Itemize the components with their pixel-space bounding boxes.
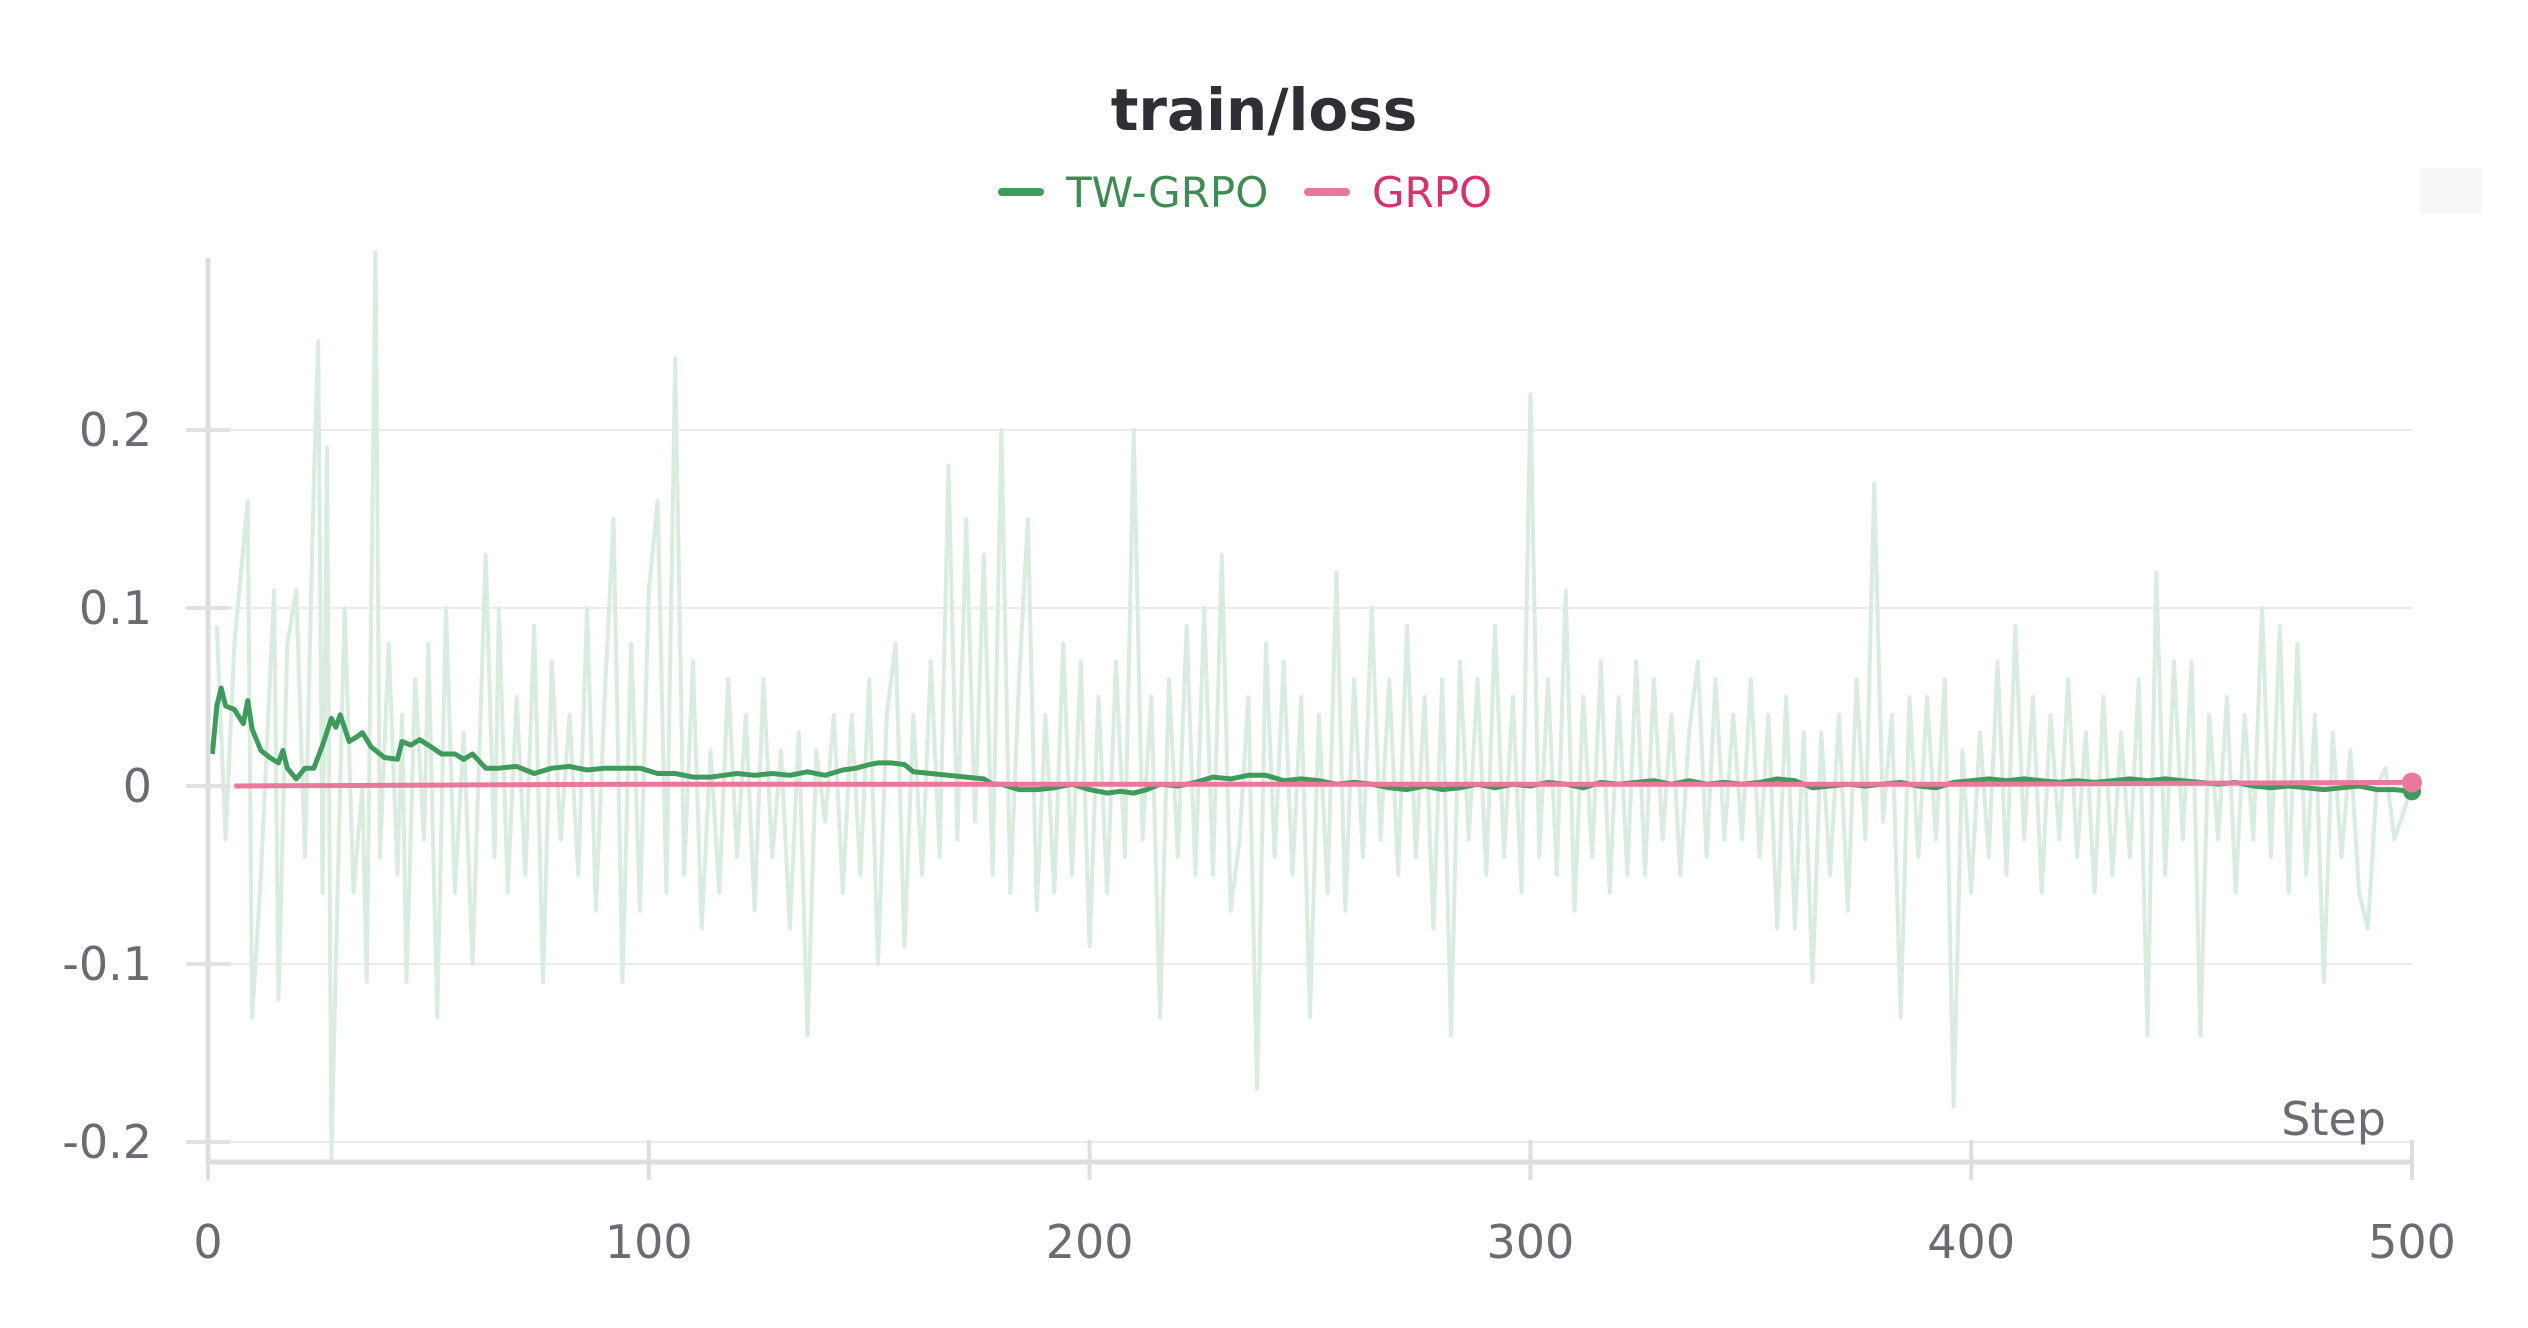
legend-label-tw-grpo: TW-GRPO xyxy=(1065,168,1268,217)
y-ticks: -0.2 -0.1 0 0.1 0.2 xyxy=(62,403,230,1169)
legend-item-grpo[interactable]: GRPO xyxy=(1304,168,1492,217)
x-tick-label: 100 xyxy=(605,1215,693,1269)
tw-grpo-smoothed-line xyxy=(209,685,2413,796)
x-tick-label: 200 xyxy=(1046,1215,1134,1269)
y-tick-label: -0.1 xyxy=(62,937,152,991)
legend-label-grpo: GRPO xyxy=(1372,168,1492,217)
y-tick-label: 0 xyxy=(123,759,152,813)
tw-grpo-raw-line xyxy=(214,250,2414,1162)
series-grpo xyxy=(234,779,2413,789)
legend[interactable]: TW-GRPO GRPO xyxy=(998,168,1492,217)
legend-item-tw-grpo[interactable]: TW-GRPO xyxy=(998,168,1268,217)
chart-title: train/loss xyxy=(1111,76,1418,144)
x-tick-label: 500 xyxy=(2368,1215,2456,1269)
x-ticks: 0 100 200 300 400 500 xyxy=(193,1140,2456,1269)
x-tick-label: 0 xyxy=(193,1215,222,1269)
y-tick-label: 0.2 xyxy=(79,403,152,457)
series-tw-grpo-raw xyxy=(214,250,2414,1162)
y-tick-label: -0.2 xyxy=(62,1115,152,1169)
x-axis-label: Step xyxy=(2281,1092,2386,1146)
y-tick-label: 0.1 xyxy=(79,581,152,635)
x-tick-label: 300 xyxy=(1486,1215,1574,1269)
x-tick-label: 400 xyxy=(1927,1215,2015,1269)
panel-corner-control[interactable] xyxy=(2420,168,2482,214)
grpo-end-marker xyxy=(2402,772,2422,793)
grpo-line xyxy=(234,779,2413,789)
